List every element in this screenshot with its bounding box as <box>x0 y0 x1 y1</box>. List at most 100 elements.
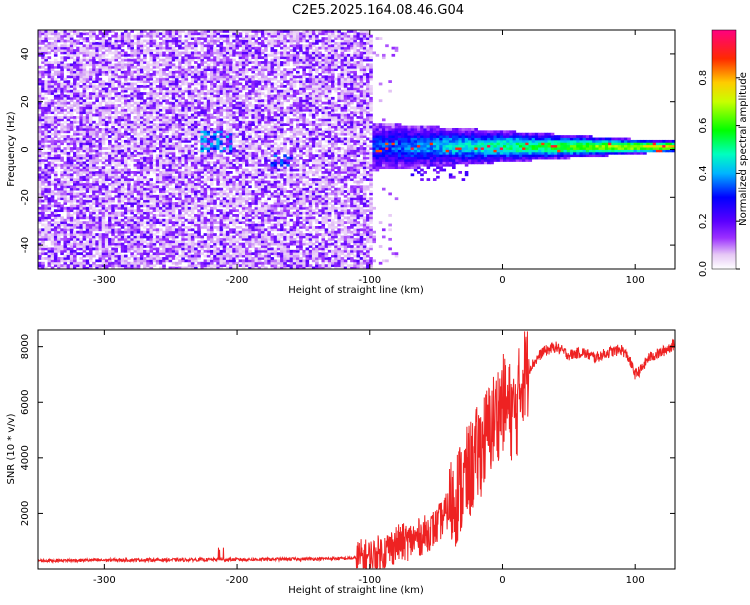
spectrogram-cell <box>53 257 58 260</box>
spectrogram-cell <box>117 151 122 155</box>
spectrogram-cell <box>181 130 185 134</box>
spectrogram-cell <box>104 180 109 184</box>
spectrogram-cell <box>222 30 227 33</box>
spectrogram-cell <box>66 151 71 155</box>
spectrogram-cell <box>197 216 201 220</box>
spectrogram-cell <box>136 249 141 253</box>
spectrogram-cell <box>162 221 166 224</box>
spectrogram-cell <box>222 147 227 150</box>
spectrogram-cell <box>136 175 141 179</box>
spectrogram-cell <box>216 113 220 117</box>
spectrogram-cell <box>85 261 90 265</box>
spectrogram-cell <box>60 30 64 33</box>
spectrogram-cell <box>155 254 160 258</box>
spectrogram-cell <box>108 245 112 248</box>
spectrogram-cell <box>108 156 112 160</box>
spectrogram-cell <box>219 144 224 148</box>
spectrogram-cell <box>85 139 90 143</box>
spectrogram-cell <box>98 130 103 134</box>
spectrogram-cell <box>101 204 106 208</box>
spectrogram-cell <box>124 132 128 136</box>
spectrogram-cell <box>98 108 103 112</box>
spectrogram-cell <box>85 159 90 162</box>
spectrogram-cell <box>219 216 224 220</box>
spectrogram-cell <box>76 223 80 227</box>
spectrogram-cell <box>232 259 236 263</box>
spectrogram-cell <box>178 242 182 246</box>
spectrogram-cell <box>108 218 112 222</box>
spectrogram-cell <box>104 137 109 141</box>
spectrogram-cell <box>82 202 87 205</box>
spectrogram-cell <box>178 216 182 220</box>
spectrogram-cell <box>149 84 154 88</box>
spectrogram-cell <box>133 235 138 239</box>
spectrogram-cell <box>76 206 80 210</box>
spectrogram-cell <box>60 82 64 86</box>
spectrogram-cell <box>136 116 141 119</box>
spectrogram-cell <box>38 132 42 136</box>
spectrogram-cell <box>92 120 96 124</box>
spectrogram-cell <box>139 70 144 74</box>
spectrogram-cell <box>146 130 150 134</box>
spectrogram-cell <box>216 96 220 100</box>
spectrogram-cell <box>85 113 90 117</box>
spectrogram-cell <box>63 247 68 251</box>
spectrogram-cell <box>209 139 214 143</box>
spectrogram-cell <box>222 237 227 241</box>
spectrogram-cell <box>120 192 125 196</box>
spectrogram-cell <box>136 111 141 115</box>
spectrogram-cell <box>53 77 58 81</box>
spectrogram-cell <box>174 223 179 227</box>
spectrogram-cell <box>60 163 64 167</box>
spectrogram-cell <box>104 259 109 263</box>
spectrogram-cell <box>41 116 45 119</box>
spectrogram-cell <box>209 175 214 179</box>
spectrogram-cell <box>124 247 128 251</box>
spectrogram-cell <box>219 123 224 126</box>
spectrogram-cell <box>171 82 176 86</box>
spectrogram-cell <box>152 56 157 60</box>
spectrogram-cell <box>82 142 87 146</box>
spectrogram-cell <box>82 187 87 191</box>
spectrogram-cell <box>213 147 217 150</box>
spectrogram-cell <box>184 116 189 119</box>
spectrogram-cell <box>232 185 236 189</box>
spectrogram-cell <box>159 214 163 217</box>
spectrogram-cell <box>152 63 157 67</box>
spectrogram-cell <box>149 233 154 236</box>
spectrogram-cell <box>88 123 93 126</box>
spectrogram-cell <box>213 216 217 220</box>
spectrogram-cell <box>41 137 45 141</box>
spectrogram-cell <box>111 214 115 217</box>
spectrogram-cell <box>114 92 119 95</box>
spectrogram-cell <box>88 228 93 232</box>
spectrogram-cell <box>181 116 185 119</box>
spectrogram-cell <box>206 245 211 248</box>
spectrogram-cell <box>120 58 125 62</box>
spectrogram-cell <box>162 34 166 38</box>
spectrogram-cell <box>187 171 192 174</box>
spectrogram-cell <box>222 161 227 165</box>
spectrogram-cell <box>44 156 48 160</box>
spectrogram-cell <box>38 82 42 86</box>
spectrogram-cell <box>127 194 131 198</box>
spectrogram-cell <box>108 82 112 86</box>
spectrogram-cell <box>171 144 176 148</box>
spectrogram-cell <box>139 214 144 217</box>
chart-title: C2E5.2025.164.08.46.G04 <box>292 3 464 18</box>
spectrogram-cell <box>190 175 195 179</box>
spectrogram-cell <box>168 233 173 236</box>
spectrogram-cell <box>155 49 160 52</box>
spectrogram-cell <box>165 149 169 153</box>
spectrogram-cell <box>152 44 157 48</box>
spectrogram-cell <box>143 202 147 205</box>
spectrogram-cell <box>38 218 42 222</box>
spectrogram-cell <box>69 218 74 222</box>
spectrogram-cell <box>162 257 166 260</box>
spectrogram-cell <box>133 92 138 95</box>
spectrogram-cell <box>98 242 103 246</box>
spectrogram-cell <box>232 149 236 153</box>
spectrogram-cell <box>95 233 99 236</box>
spectrogram-cell <box>216 214 220 217</box>
spectrogram-cell <box>69 137 74 141</box>
